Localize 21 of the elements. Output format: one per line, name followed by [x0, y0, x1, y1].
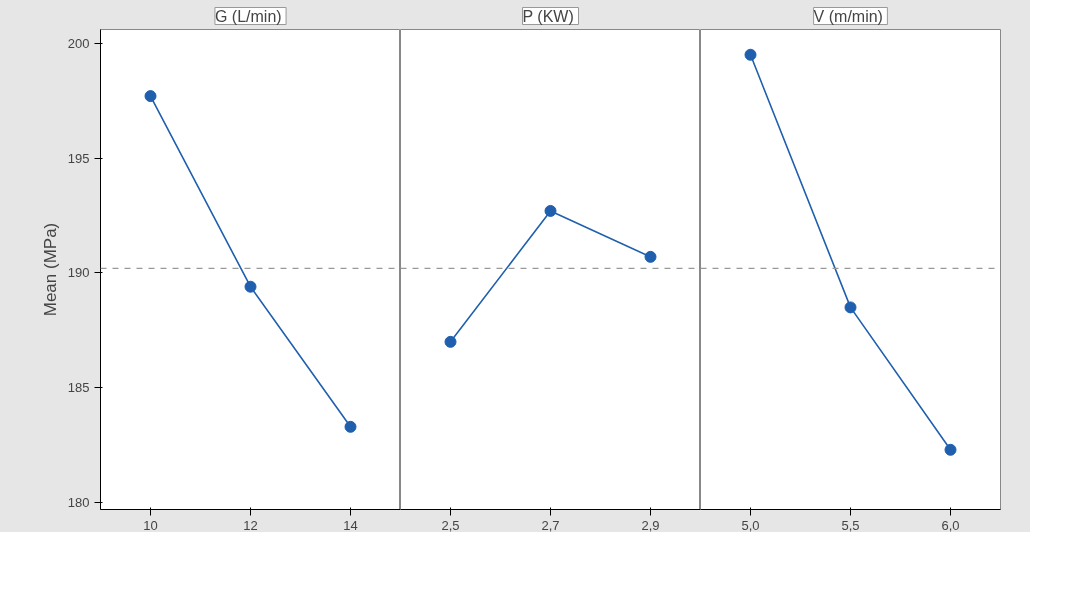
y-tick-label: 180: [67, 495, 90, 511]
point: [244, 280, 257, 293]
x-tick-label: 5,0: [741, 517, 760, 533]
x-tick-label: 5,5: [841, 517, 860, 533]
chart-title: P (KW): [522, 7, 574, 25]
x-tick-label: 6,0: [941, 517, 960, 533]
point: [144, 90, 157, 103]
x-tick-label: 2,9: [641, 517, 660, 533]
y-tick-label: 185: [67, 380, 90, 396]
x-tick-label: 14: [343, 517, 358, 533]
chart-title: G (L/min): [214, 7, 282, 25]
y-axis-title: Mean (MPa): [40, 222, 60, 317]
chart-title: V (m/min): [813, 7, 883, 25]
x-tick-label: 10: [143, 517, 158, 533]
point: [344, 420, 357, 433]
x-tick-label: 2,5: [441, 517, 460, 533]
x-tick-label: 12: [243, 517, 258, 533]
y-tick-label: 190: [67, 265, 90, 281]
y-tick-label: 200: [67, 35, 90, 51]
x-tick-label: 2,7: [541, 517, 560, 533]
y-tick-label: 195: [67, 150, 90, 166]
